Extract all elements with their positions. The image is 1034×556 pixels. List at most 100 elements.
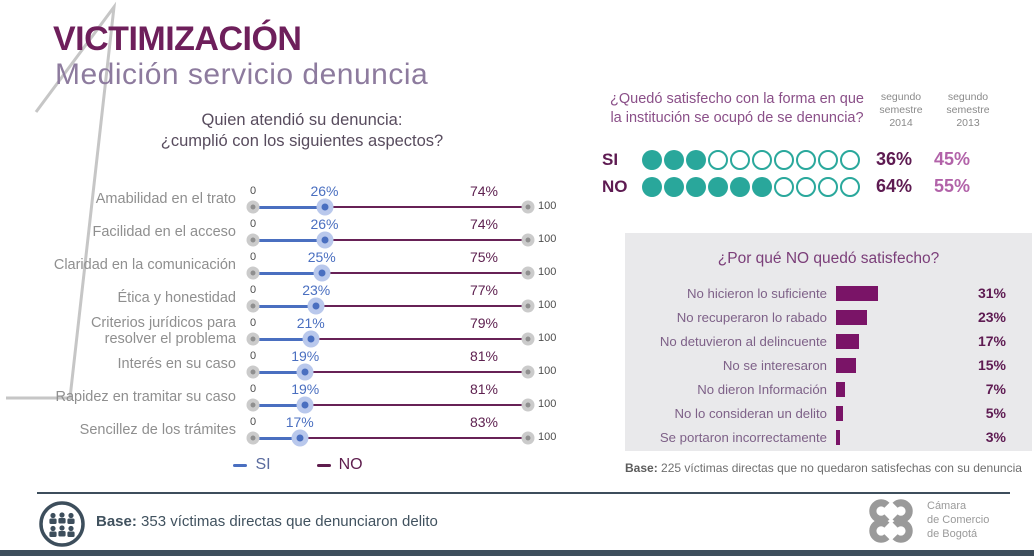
si-value-label: 23% (302, 282, 331, 298)
ccb-logo-icon (869, 499, 913, 543)
si-value-label: 26% (310, 183, 339, 199)
reason-label: No lo consideran un delito (674, 405, 828, 421)
dot-scale (642, 176, 860, 197)
si-marker-dot (296, 363, 314, 381)
empty-dot-icon (796, 149, 816, 170)
empty-dot-icon (796, 176, 816, 197)
axis-end-dot (521, 332, 535, 346)
reason-value: 17% (977, 333, 1006, 349)
axis-max-label: 100 (538, 266, 557, 278)
reason-row: No detuvieron al delincuente 17% (625, 329, 1032, 353)
axis-min-label: 0 (249, 350, 257, 362)
dumbbell-row: Sencillez de los trámites 0 17% 83% 100 (38, 414, 568, 447)
axis-min-label: 0 (249, 185, 257, 197)
legend-item-si: SI (233, 456, 271, 474)
filled-dot-icon (686, 149, 706, 170)
pct-2014: 36% (876, 149, 913, 169)
reason-value: 3% (985, 429, 1006, 445)
no-line (253, 371, 528, 373)
empty-dot-icon (752, 149, 772, 170)
category-label: Claridad en la comunicación (53, 256, 236, 273)
no-value-label: 77% (469, 282, 499, 298)
category-label: Criterios jurídicos para resolver el pro… (90, 315, 236, 347)
no-value-label: 75% (469, 249, 499, 265)
pct-2013: 55% (934, 176, 971, 196)
axis-max-label: 100 (538, 299, 557, 311)
si-value-label: 19% (291, 381, 320, 397)
dumbbell-row: Facilidad en el acceso 0 26% 74% 100 (38, 216, 568, 249)
si-marker-dot (316, 198, 333, 216)
axis-start-dot (246, 266, 260, 280)
no-value-label: 79% (469, 315, 499, 331)
axis-end-dot (521, 299, 535, 313)
reason-label: No recuperaron lo rabado (676, 309, 827, 325)
si-value-label: 25% (307, 249, 336, 265)
si-dash-icon (233, 463, 248, 467)
pct-2013: 45% (934, 149, 971, 169)
footer-base-text: 353 víctimas directas que denunciaron de… (136, 513, 438, 530)
dumbbell-plot: 0 26% 74% 100 (246, 216, 568, 249)
dot-scale (642, 149, 860, 170)
dumbbell-row: Amabilidad en el trato 0 26% 74% 100 (38, 183, 568, 216)
reason-row: No dieron Información 7% (625, 377, 1032, 401)
axis-start-dot (246, 398, 260, 412)
axis-min-label: 0 (249, 251, 257, 263)
reasons-base-bold: Base: (625, 461, 658, 475)
axis-max-label: 100 (538, 431, 557, 443)
axis-max-label: 100 (538, 233, 557, 245)
reason-row: No se interesaron 15% (625, 353, 1032, 377)
axis-start-dot (246, 233, 260, 247)
category-label: Facilidad en el acceso (92, 223, 236, 240)
reason-bar (836, 285, 878, 301)
column-header-2014: segundo semestre 2014 (879, 91, 923, 130)
axis-min-label: 0 (249, 317, 257, 329)
si-marker-dot (296, 396, 314, 414)
reason-row: No hicieron lo suficiente 31% (625, 281, 1032, 305)
axis-start-dot (246, 299, 260, 313)
legend-no-label: NO (338, 456, 363, 473)
filled-dot-icon (664, 176, 684, 197)
axis-start-dot (246, 431, 260, 445)
si-value-label: 17% (285, 414, 314, 430)
si-marker-dot (313, 264, 331, 282)
si-value-label: 21% (296, 315, 325, 331)
dumbbell-plot: 0 26% 74% 100 (246, 183, 568, 216)
no-value-label: 74% (469, 183, 499, 199)
no-value-label: 83% (469, 414, 499, 430)
reasons-bar-chart: No hicieron lo suficiente 31% No recuperar… (625, 281, 1032, 449)
axis-start-dot (246, 332, 260, 346)
satisfaction-question: ¿Quedó satisfecho con la forma en que la… (610, 91, 864, 127)
legend-si-label: SI (255, 456, 271, 473)
column-header-2013: segundo semestre 2013 (946, 91, 990, 130)
empty-dot-icon (730, 149, 750, 170)
si-line (253, 304, 317, 308)
satisfaction-row: NO 64% 55% (602, 174, 986, 199)
si-marker-dot (307, 297, 325, 315)
no-line (253, 404, 528, 406)
ccb-logo-text: Cámara de Comercio de Bogotá (927, 500, 990, 540)
axis-end-dot (521, 365, 535, 379)
si-value-label: 26% (310, 216, 339, 232)
empty-dot-icon (818, 149, 838, 170)
empty-dot-icon (774, 176, 794, 197)
empty-dot-icon (818, 176, 838, 197)
reason-bar (836, 309, 868, 325)
empty-dot-icon (708, 149, 728, 170)
si-marker-dot (291, 429, 309, 447)
pct-2014: 64% (876, 176, 913, 196)
dumbbell-plot: 0 21% 79% 100 (246, 315, 568, 348)
dumbbell-row: Interés en su caso 0 19% 81% 100 (38, 348, 568, 381)
reasons-title: ¿Por qué NO quedó satisfecho? (717, 250, 940, 267)
filled-dot-icon (642, 149, 662, 170)
footer-base-bold: Base: (96, 513, 137, 530)
dumbbell-plot: 0 17% 83% 100 (246, 414, 568, 447)
reason-label: No detuvieron al delincuente (659, 333, 827, 349)
dumbbell-plot: 0 19% 81% 100 (246, 381, 568, 414)
no-line (253, 338, 528, 340)
reason-value: 7% (985, 381, 1006, 397)
dumbbell-row: Rapidez en tramitar su caso 0 19% 81% 100 (38, 381, 568, 414)
si-line (253, 205, 325, 209)
reason-value: 15% (977, 357, 1006, 373)
reason-row: No recuperaron lo rabado 23% (625, 305, 1032, 329)
no-value-label: 81% (469, 381, 499, 397)
